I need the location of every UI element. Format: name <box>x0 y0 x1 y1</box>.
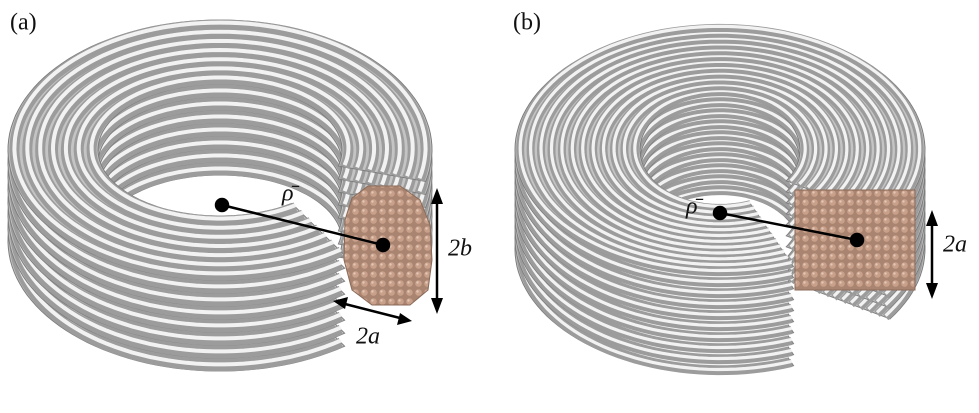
center-dot <box>714 207 726 219</box>
panel-label: (a) <box>10 10 37 36</box>
arrow-head <box>431 188 443 204</box>
arrow-head <box>926 283 938 299</box>
arrow-head <box>431 298 443 314</box>
arrow-head <box>926 210 938 226</box>
section-dot <box>851 234 863 246</box>
figure: (a) ρ̄ 2b 2a (b) ρ̄ 2a <box>0 0 979 413</box>
height-label: 2b <box>448 236 472 262</box>
dimension-arrow <box>345 304 400 318</box>
center-dot <box>216 199 228 211</box>
arrow-head <box>397 313 412 325</box>
width-label: 2a <box>356 324 380 350</box>
height-label: 2a <box>943 232 967 258</box>
section-dot <box>377 239 389 251</box>
panel-label: (b) <box>513 10 541 36</box>
